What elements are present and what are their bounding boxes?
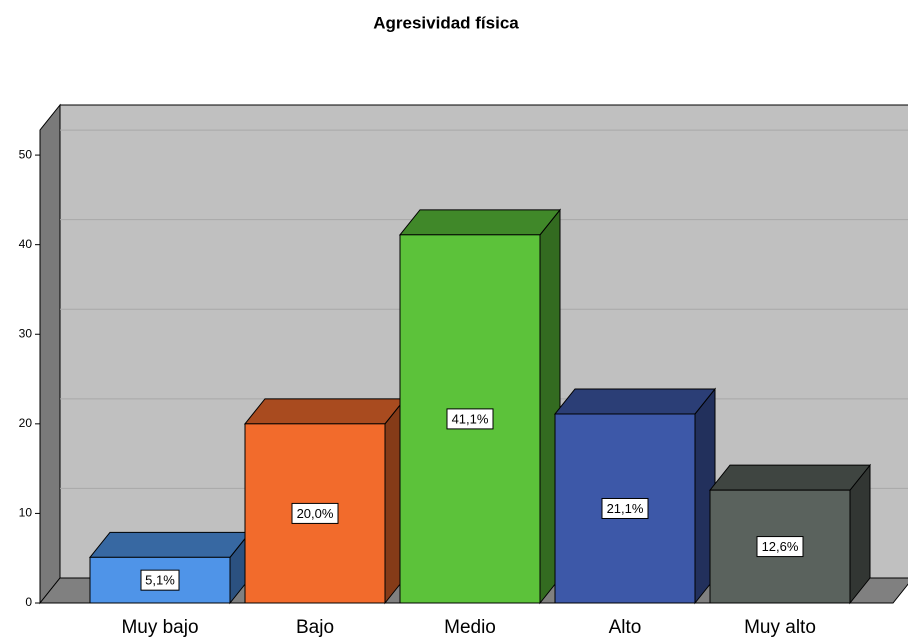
x-tick-label: Muy alto xyxy=(744,617,816,638)
bar-top xyxy=(243,398,407,425)
value-label: 5,1% xyxy=(145,573,175,588)
bar xyxy=(708,463,872,605)
x-tick-label: Medio xyxy=(444,617,496,638)
bar-top xyxy=(708,464,872,491)
y-tick-label: 50 xyxy=(19,147,33,161)
value-label: 20,0% xyxy=(297,506,334,521)
y-tick-label: 30 xyxy=(19,326,33,340)
x-tick-label: Bajo xyxy=(296,617,334,638)
value-label: 21,1% xyxy=(607,501,644,516)
value-label-box xyxy=(140,569,180,591)
value-label-box xyxy=(601,497,649,519)
bar xyxy=(88,530,252,605)
value-label: 12,6% xyxy=(762,539,799,554)
y-tick-label: 10 xyxy=(19,506,33,520)
bar-top xyxy=(398,209,562,236)
value-label-box xyxy=(756,536,804,558)
value-label-box xyxy=(291,502,339,524)
y-tick-label: 0 xyxy=(25,595,32,609)
bar xyxy=(553,387,717,605)
bar xyxy=(243,397,407,605)
left-wall xyxy=(39,103,61,605)
bar xyxy=(398,208,562,605)
value-label: 41,1% xyxy=(452,411,489,426)
bar-top xyxy=(553,388,717,415)
bar-top xyxy=(88,531,252,558)
x-tick-label: Alto xyxy=(609,617,642,638)
chart-title: Agresividad física xyxy=(373,13,519,32)
y-tick-label: 40 xyxy=(19,237,33,251)
y-tick-label: 20 xyxy=(19,416,33,430)
value-label-box xyxy=(446,408,494,430)
x-tick-label: Muy bajo xyxy=(121,617,198,638)
